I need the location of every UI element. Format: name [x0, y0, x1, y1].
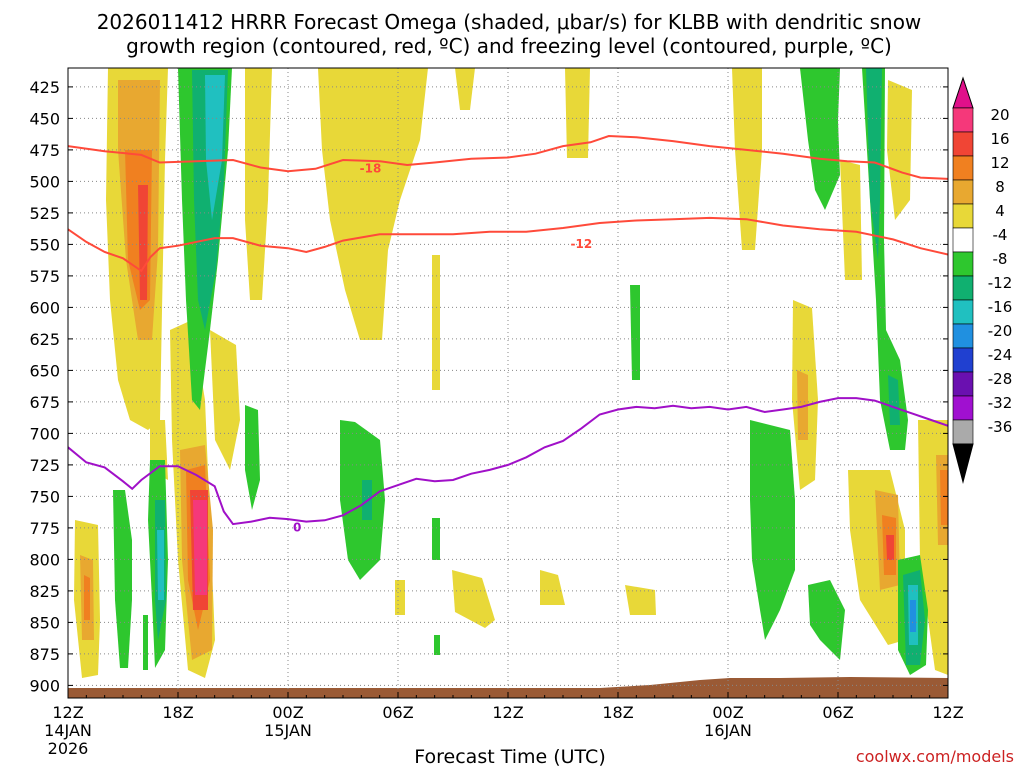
colorbar-label: 8	[995, 178, 1005, 196]
y-tick-label: 775	[29, 519, 60, 538]
contour-line--12	[68, 216, 948, 273]
colorbar-label: -8	[993, 250, 1008, 268]
colorbar-swatch	[952, 131, 974, 157]
colorbar-swatch	[952, 371, 974, 397]
colorbar-swatch	[952, 395, 974, 421]
colorbar-bottom-cap	[952, 443, 974, 484]
colorbar-swatch	[952, 179, 974, 205]
x-tick-label: 00Z	[272, 703, 303, 722]
colorbar-swatch	[952, 107, 974, 133]
colorbar-label: 12	[990, 154, 1009, 172]
x-tick-date: 16JAN	[704, 721, 752, 740]
x-tick-label: 12Z	[52, 703, 83, 722]
y-tick-label: 625	[29, 330, 60, 349]
x-tick-label: 06Z	[822, 703, 853, 722]
y-axis-ticks: 425 450 475 500 525 550 575 600 625 650 675 700 725 7…	[29, 78, 948, 695]
colorbar-swatch	[952, 419, 974, 445]
plot-gridlines	[67, 68, 949, 698]
colorbar-label: -16	[988, 298, 1013, 316]
x-tick-label: 00Z	[712, 703, 743, 722]
colorbar-label: 4	[995, 202, 1005, 220]
colorbar-label: -28	[988, 370, 1013, 388]
contour-labels: -18 -12 0	[293, 162, 592, 535]
x-tick-label: 18Z	[162, 703, 193, 722]
y-tick-label: 900	[29, 676, 60, 695]
colorbar-swatch	[952, 251, 974, 277]
x-tick-label: 06Z	[382, 703, 413, 722]
colorbar-label: -32	[988, 394, 1013, 412]
y-tick-label: 650	[29, 361, 60, 380]
contour-line-0	[68, 397, 948, 526]
x-tick-label: 18Z	[602, 703, 633, 722]
y-tick-label: 425	[29, 78, 60, 97]
x-tick-label: 12Z	[492, 703, 523, 722]
y-tick-label: 475	[29, 141, 60, 160]
y-tick-label: 600	[29, 298, 60, 317]
colorbar-swatch	[952, 347, 974, 373]
x-tick-date: 15JAN	[264, 721, 312, 740]
colorbar-label: -36	[988, 418, 1013, 436]
y-tick-label: 675	[29, 393, 60, 412]
y-tick-label: 550	[29, 235, 60, 254]
colorbar-swatch	[952, 227, 974, 253]
y-tick-label: 875	[29, 645, 60, 664]
colorbar: 20 16 12 8 4 -4 -8 -12 -16 -20 -24 -28 -32 -36	[952, 76, 1013, 484]
chart-title-line1: 2026011412 HRRR Forecast Omega (shaded, …	[97, 10, 922, 34]
omega-positive-20-plus-regions	[193, 500, 207, 595]
y-tick-label: 450	[29, 109, 60, 128]
contour-label--18: -18	[360, 162, 382, 176]
chart-title-line2: growth region (contoured, red, ºC) and f…	[126, 34, 892, 58]
y-tick-label: 725	[29, 456, 60, 475]
contour-label--12: -12	[570, 237, 592, 251]
y-tick-label: 825	[29, 582, 60, 601]
colorbar-label: -12	[988, 274, 1013, 292]
omega-shading	[68, 68, 948, 698]
x-tick-year: 2026	[48, 739, 89, 758]
colorbar-label: -20	[988, 322, 1013, 340]
x-tick-label: 12Z	[932, 703, 963, 722]
y-tick-label: 525	[29, 204, 60, 223]
x-axis-title: Forecast Time (UTC)	[414, 746, 605, 768]
omega-negative-16-20-regions	[910, 600, 916, 632]
y-tick-label: 750	[29, 487, 60, 506]
colorbar-label: -4	[993, 226, 1008, 244]
colorbar-top-cap	[952, 76, 974, 109]
source-credit: coolwx.com/models	[856, 747, 1014, 766]
colorbar-swatch	[952, 299, 974, 325]
colorbar-label: -24	[988, 346, 1013, 364]
contour-lines	[68, 134, 948, 526]
y-tick-label: 500	[29, 172, 60, 191]
y-tick-label: 800	[29, 550, 60, 569]
y-tick-label: 850	[29, 613, 60, 632]
colorbar-label: 16	[990, 130, 1009, 148]
y-tick-label: 575	[29, 267, 60, 286]
colorbar-swatch	[952, 155, 974, 181]
y-tick-label: 700	[29, 424, 60, 443]
contour-label-0: 0	[293, 521, 301, 535]
colorbar-swatch	[952, 275, 974, 301]
colorbar-swatch	[952, 323, 974, 349]
contour-line--18	[68, 134, 948, 180]
x-tick-date: 14JAN	[44, 721, 92, 740]
colorbar-swatch	[952, 203, 974, 229]
colorbar-label: 20	[990, 106, 1009, 124]
